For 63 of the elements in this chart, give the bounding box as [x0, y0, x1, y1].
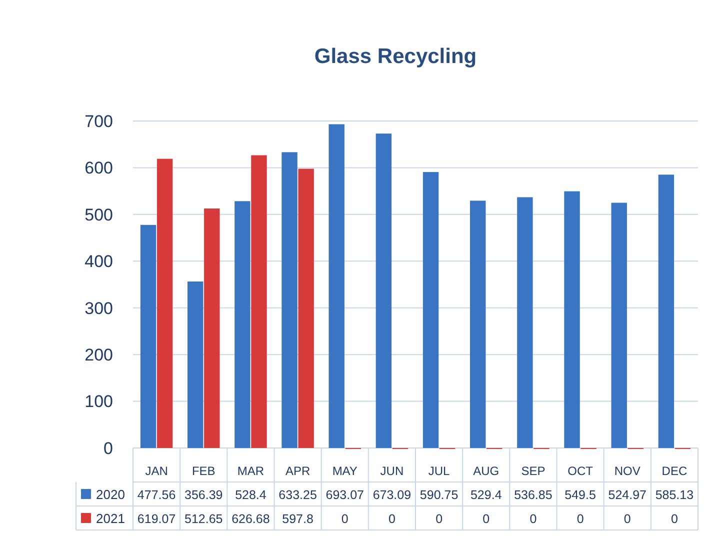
- bar: [282, 152, 298, 448]
- data-label: 673.09: [372, 488, 412, 502]
- data-label: 0: [670, 512, 678, 526]
- bar: [517, 197, 533, 448]
- x-tick-label: MAY: [332, 464, 358, 478]
- legend-label: 2020: [96, 487, 125, 502]
- bar: [611, 202, 627, 448]
- y-tick-label: 300: [84, 298, 113, 318]
- y-tick-label: 0: [104, 438, 113, 458]
- bar: [376, 134, 392, 448]
- y-tick-label: 700: [84, 112, 113, 131]
- y-tick-label: 400: [84, 252, 113, 272]
- y-tick-label: 200: [84, 346, 113, 365]
- data-label: 0: [624, 512, 631, 526]
- bar: [140, 224, 156, 448]
- data-label: 549.5: [564, 488, 596, 502]
- data-label: 633.25: [278, 488, 317, 502]
- data-label: 0: [576, 512, 584, 526]
- bar: [564, 191, 580, 448]
- bar: [204, 208, 220, 448]
- bar: [234, 201, 250, 448]
- bar: [298, 168, 314, 448]
- data-label: 528.4: [235, 488, 266, 502]
- data-label: 356.39: [184, 488, 223, 502]
- x-tick-label: OCT: [568, 464, 594, 478]
- y-tick-label: 600: [84, 158, 113, 178]
- data-label: 585.13: [655, 488, 694, 502]
- data-label: 477.56: [137, 488, 176, 502]
- chart-title: Glass Recycling: [314, 45, 477, 68]
- bar: [156, 158, 173, 448]
- data-label: 626.68: [232, 512, 270, 526]
- x-tick-label: AUG: [473, 464, 500, 478]
- x-tick-label: APR: [285, 464, 310, 478]
- data-label: 536.85: [514, 488, 552, 502]
- x-tick-label: FEB: [192, 464, 216, 478]
- x-tick-label: JUN: [380, 464, 404, 478]
- data-label: 529.4: [470, 488, 502, 502]
- data-label: 0: [341, 512, 348, 526]
- bar: [470, 200, 486, 448]
- bar: [188, 282, 204, 448]
- x-tick-label: NOV: [614, 464, 640, 478]
- x-tick-label: SEP: [521, 464, 546, 478]
- data-label: 0: [388, 512, 396, 526]
- bar: [251, 155, 267, 448]
- data-label: 590.75: [420, 488, 458, 502]
- data-label: 619.07: [137, 512, 176, 526]
- bar: [422, 172, 439, 448]
- data-label: 693.07: [326, 488, 364, 502]
- data-label: 524.97: [608, 488, 647, 502]
- legend-label: 2021: [96, 511, 125, 526]
- data-label: 0: [436, 512, 443, 526]
- y-tick-label: 500: [84, 205, 113, 224]
- bar: [658, 174, 674, 448]
- y-tick-label: 100: [84, 392, 113, 412]
- data-label: 0: [482, 512, 490, 526]
- x-tick-label: MAR: [237, 464, 264, 478]
- x-tick-label: JUL: [428, 464, 450, 478]
- x-tick-label: JAN: [145, 464, 168, 478]
- data-label: 0: [530, 512, 537, 526]
- data-label: 512.65: [184, 512, 223, 526]
- bar: [328, 124, 344, 448]
- x-tick-label: DEC: [662, 464, 688, 478]
- data-label: 597.8: [282, 512, 314, 526]
